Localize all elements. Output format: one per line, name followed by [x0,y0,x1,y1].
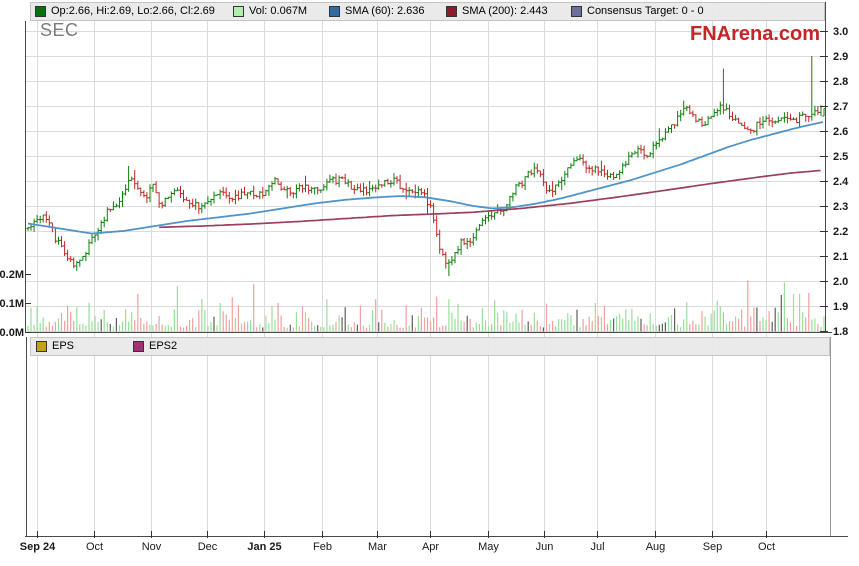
svg-text:Jun: Jun [536,541,554,553]
candles-down [44,68,820,269]
svg-text:Jan 25: Jan 25 [247,541,281,553]
chart-legend: Op:2.66, Hi:2.69, Lo:2.66, Cl:2.69 Vol: … [30,2,825,21]
volume-bars-down [45,280,819,332]
volume-bars-up [27,282,825,332]
legend-item-eps2: EPS2 [133,340,177,352]
eps2-swatch-icon [133,340,144,352]
svg-text:2.0: 2.0 [833,276,848,288]
svg-text:3.0: 3.0 [833,26,848,38]
svg-text:2.8: 2.8 [833,76,848,88]
ohlc-swatch-icon [35,5,46,17]
month-axis-labels: Sep 24 Oct Nov Dec Jan 25 Feb Mar Apr May Jun Jul A… [20,531,775,553]
svg-text:0.0M: 0.0M [0,327,24,339]
volume-bars-neutral [100,295,782,332]
svg-text:Aug: Aug [646,541,666,553]
candles-up [26,56,826,276]
svg-text:2.3: 2.3 [833,201,848,213]
svg-text:1.8: 1.8 [833,326,848,338]
svg-text:2.5: 2.5 [833,151,848,163]
svg-text:Jul: Jul [590,541,604,553]
legend-item-sma60: SMA (60): 2.636 [329,5,425,17]
legend-eps2-label: EPS2 [149,340,178,352]
svg-text:0.1M: 0.1M [0,298,24,310]
svg-text:Oct: Oct [758,541,775,553]
legend-consensus-label: Consensus Target: 0 - 0 [587,5,704,17]
legend-item-sma200: SMA (200): 2.443 [446,5,548,17]
svg-text:Nov: Nov [142,541,162,553]
legend-sma60-label: SMA (60): 2.636 [345,5,425,17]
sma60-swatch-icon [329,5,340,17]
sma60-line [27,121,824,235]
svg-text:Feb: Feb [313,541,332,553]
svg-text:Sep 24: Sep 24 [20,541,56,553]
volume-swatch-icon [233,5,244,17]
legend-item-consensus: Consensus Target: 0 - 0 [571,5,704,17]
price-axis-labels: 3.0 2.9 2.8 2.7 2.6 2.5 2.4 2.3 2.2 2.1 2.0 1.9 1.8 [820,26,849,338]
svg-text:Oct: Oct [86,541,103,553]
legend-ohlc-label: Op:2.66, Hi:2.69, Lo:2.66, Cl:2.69 [51,5,215,17]
svg-text:0.2M: 0.2M [0,269,24,281]
svg-text:2.1: 2.1 [833,251,848,263]
svg-text:2.6: 2.6 [833,126,848,138]
eps-swatch-icon [36,340,47,352]
svg-text:Apr: Apr [422,541,439,553]
symbol-title: SEC [40,20,79,40]
sma200-line [159,169,821,229]
svg-text:2.7: 2.7 [833,101,848,113]
legend-item-eps: EPS [36,340,74,352]
svg-text:Sep: Sep [703,541,723,553]
eps-legend: EPS EPS2 [30,337,830,356]
svg-text:Mar: Mar [368,541,387,553]
legend-volume-label: Vol: 0.067M [249,5,308,17]
svg-text:Dec: Dec [198,541,218,553]
volume-axis-labels: 0.2M 0.1M 0.0M [0,269,31,339]
consensus-swatch-icon [571,5,582,17]
svg-text:May: May [478,541,499,553]
axes-layer [25,2,848,537]
legend-sma200-label: SMA (200): 2.443 [462,5,548,17]
svg-text:2.4: 2.4 [833,176,849,188]
grid-layer [26,3,825,536]
legend-item-ohlc: Op:2.66, Hi:2.69, Lo:2.66, Cl:2.69 [35,5,215,17]
fnarena-logo: FNArena.com [690,23,821,45]
svg-text:1.9: 1.9 [833,301,848,313]
legend-item-volume: Vol: 0.067M [233,5,307,17]
sma200-swatch-icon [446,5,457,17]
legend-eps-label: EPS [52,340,75,352]
svg-text:2.9: 2.9 [833,51,848,63]
svg-text:2.2: 2.2 [833,226,848,238]
